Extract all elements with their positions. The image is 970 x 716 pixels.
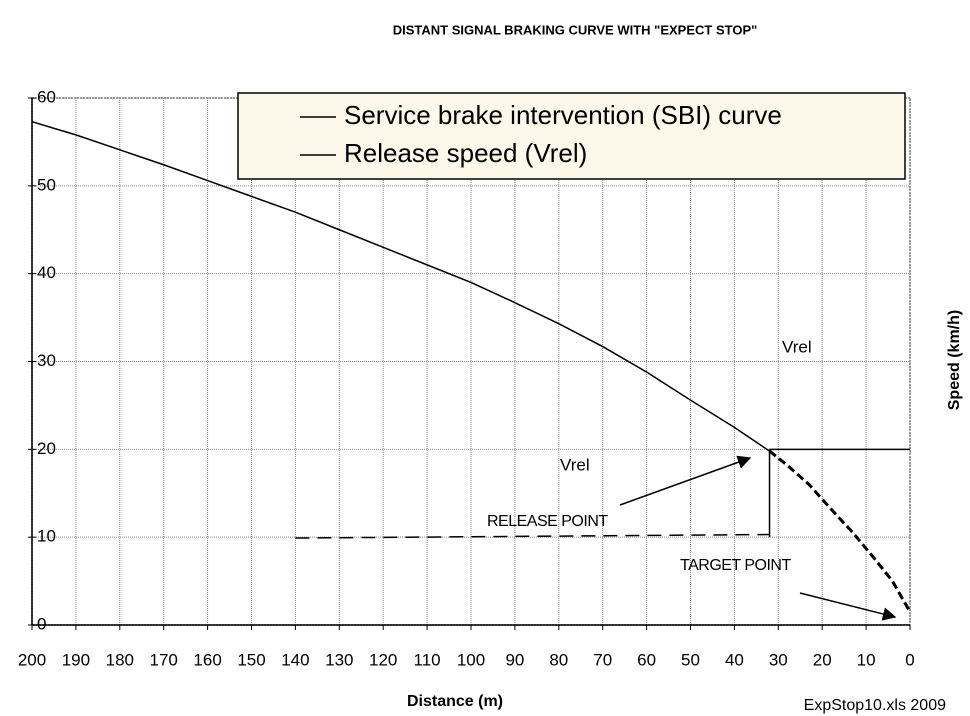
x-tick-label: 80	[549, 650, 568, 669]
x-tick-label: 180	[106, 650, 134, 669]
x-tick-label: 110	[414, 650, 441, 669]
plot-area: 200 190 180 170 160 150 140 130 120 110 100 90 80 70 6…	[18, 87, 915, 669]
series-line	[768, 449, 912, 613]
arrow	[619, 455, 752, 506]
annotation: TARGET POINT	[680, 557, 791, 574]
x-tick-label: 30	[769, 650, 788, 669]
x-tick-label: 170	[150, 650, 178, 669]
x-tick-label: 40	[725, 650, 744, 669]
x-tick-label: 120	[369, 650, 397, 669]
y-tick-label: 30	[37, 351, 56, 370]
y-tick-label: 0	[37, 614, 46, 633]
footnote: ExpStop10.xls 2009	[804, 697, 946, 714]
y-tick-label: 50	[37, 175, 56, 194]
legend-box	[237, 92, 906, 180]
x-tick-label: 50	[681, 650, 700, 669]
annotation: Vrel	[560, 455, 590, 474]
x-tick-label: 70	[593, 650, 612, 669]
x-tick-label: 200	[18, 650, 46, 669]
annotation: Vrel	[782, 337, 812, 356]
y-tick-label: 60	[37, 87, 56, 106]
x-tick-label: 130	[325, 650, 353, 669]
legend-label: Release speed (Vrel)	[344, 138, 587, 168]
series-line	[295, 533, 770, 539]
arrow	[799, 592, 897, 621]
x-tick-label: 160	[193, 650, 221, 669]
legend-label: Service brake intervention (SBI) curve	[344, 100, 782, 130]
y-axis-label: Speed (km/h)	[946, 310, 963, 410]
x-tick-label: 20	[813, 650, 832, 669]
x-tick-label: 0	[905, 650, 914, 669]
x-tick-label: 60	[637, 650, 656, 669]
y-tick-label: 40	[37, 263, 56, 282]
series-line	[31, 120, 770, 452]
x-tick-label: 140	[281, 650, 309, 669]
x-axis-label: Distance (m)	[407, 693, 503, 710]
y-tick-label: 10	[37, 527, 56, 546]
x-tick-label: 100	[457, 650, 485, 669]
x-tick-label: 190	[62, 650, 90, 669]
y-tick-label: 20	[37, 439, 56, 458]
x-tick-label: 150	[237, 650, 265, 669]
chart-title: DISTANT SIGNAL BRAKING CURVE WITH "EXPEC…	[393, 22, 758, 37]
annotation: RELEASE POINT	[487, 513, 608, 530]
x-tick-label: 10	[857, 650, 876, 669]
x-tick-label: 90	[505, 650, 524, 669]
